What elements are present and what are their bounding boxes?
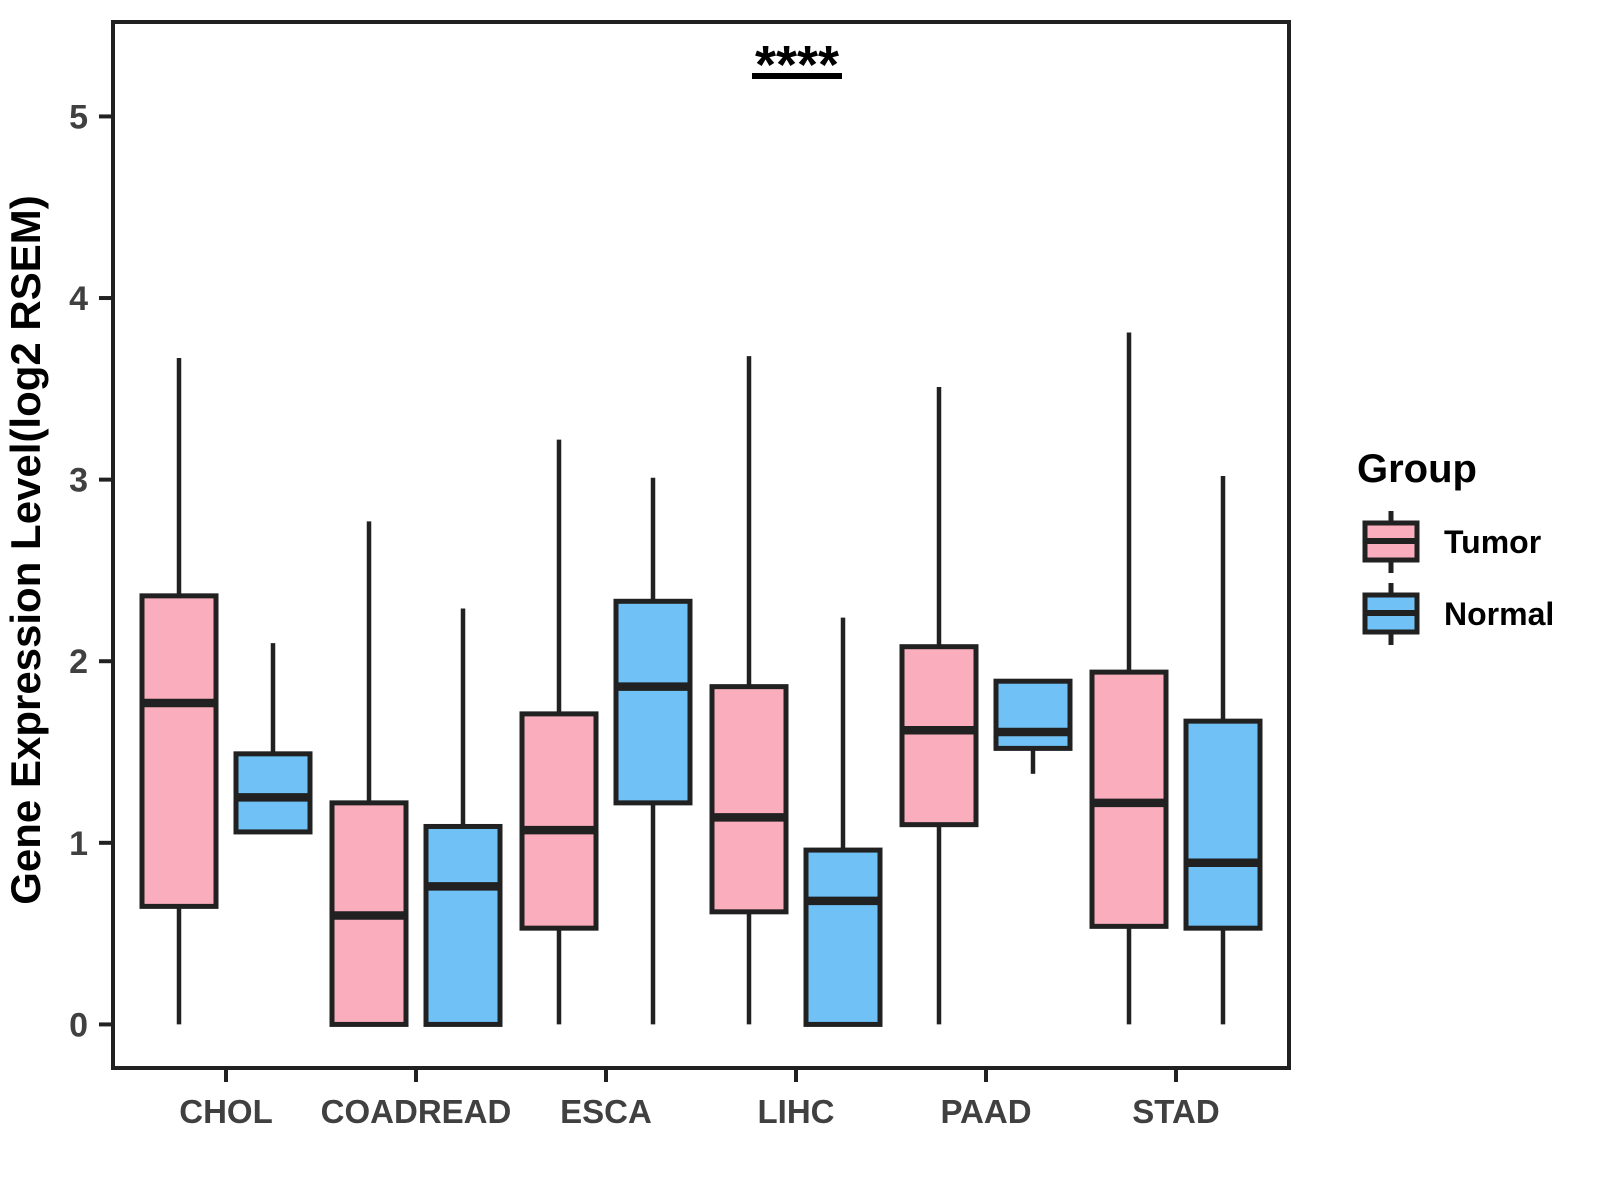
- box-tumor-esca: [519, 711, 599, 931]
- box-normal-paad: [993, 678, 1073, 751]
- panel-border: [111, 20, 1291, 1070]
- legend: Group Tumor Normal: [1357, 447, 1554, 645]
- box-tumor-lihc: [709, 684, 789, 915]
- box-normal-coadread: [423, 823, 503, 1027]
- significance-annotation: ****: [752, 35, 842, 95]
- y-tick-label: 3: [69, 462, 88, 500]
- y-tick-label: 4: [69, 280, 88, 318]
- box-normal-chol: [233, 751, 313, 835]
- legend-key-normal: Normal: [1362, 583, 1554, 645]
- y-axis-title: Gene Expression Level(log2 RSEM): [2, 195, 49, 905]
- y-tick-label: 0: [69, 1006, 88, 1044]
- x-tick-label-lihc: LIHC: [758, 1093, 835, 1130]
- legend-label-tumor: Tumor: [1444, 524, 1541, 560]
- whiskers-layer: [176, 332, 1226, 1025]
- legend-title: Group: [1357, 447, 1477, 491]
- y-tick-label: 1: [69, 825, 88, 863]
- x-tick-label-stad: STAD: [1132, 1093, 1219, 1130]
- box-normal-lihc: [803, 847, 883, 1027]
- legend-key-tumor: Tumor: [1362, 511, 1541, 573]
- x-tick-label-paad: PAAD: [940, 1093, 1031, 1130]
- box-tumor-chol: [139, 593, 219, 909]
- box-tumor-paad: [899, 644, 979, 828]
- x-tick-label-coadread: COADREAD: [321, 1093, 512, 1130]
- axes-layer: 0 1 2 3 4 5 CHOL COADREAD ESCA LIHC PAAD STAD: [69, 98, 1220, 1130]
- y-tick-label: 2: [69, 643, 88, 681]
- legend-label-normal: Normal: [1444, 596, 1554, 632]
- x-tick-label-esca: ESCA: [560, 1093, 652, 1130]
- boxes-layer: [139, 593, 1263, 1027]
- box-normal-esca: [613, 598, 693, 806]
- x-tick-label-chol: CHOL: [179, 1093, 273, 1130]
- y-tick-label: 5: [69, 98, 88, 136]
- box-normal-stad: [1183, 718, 1263, 931]
- significance-stars: ****: [755, 35, 839, 95]
